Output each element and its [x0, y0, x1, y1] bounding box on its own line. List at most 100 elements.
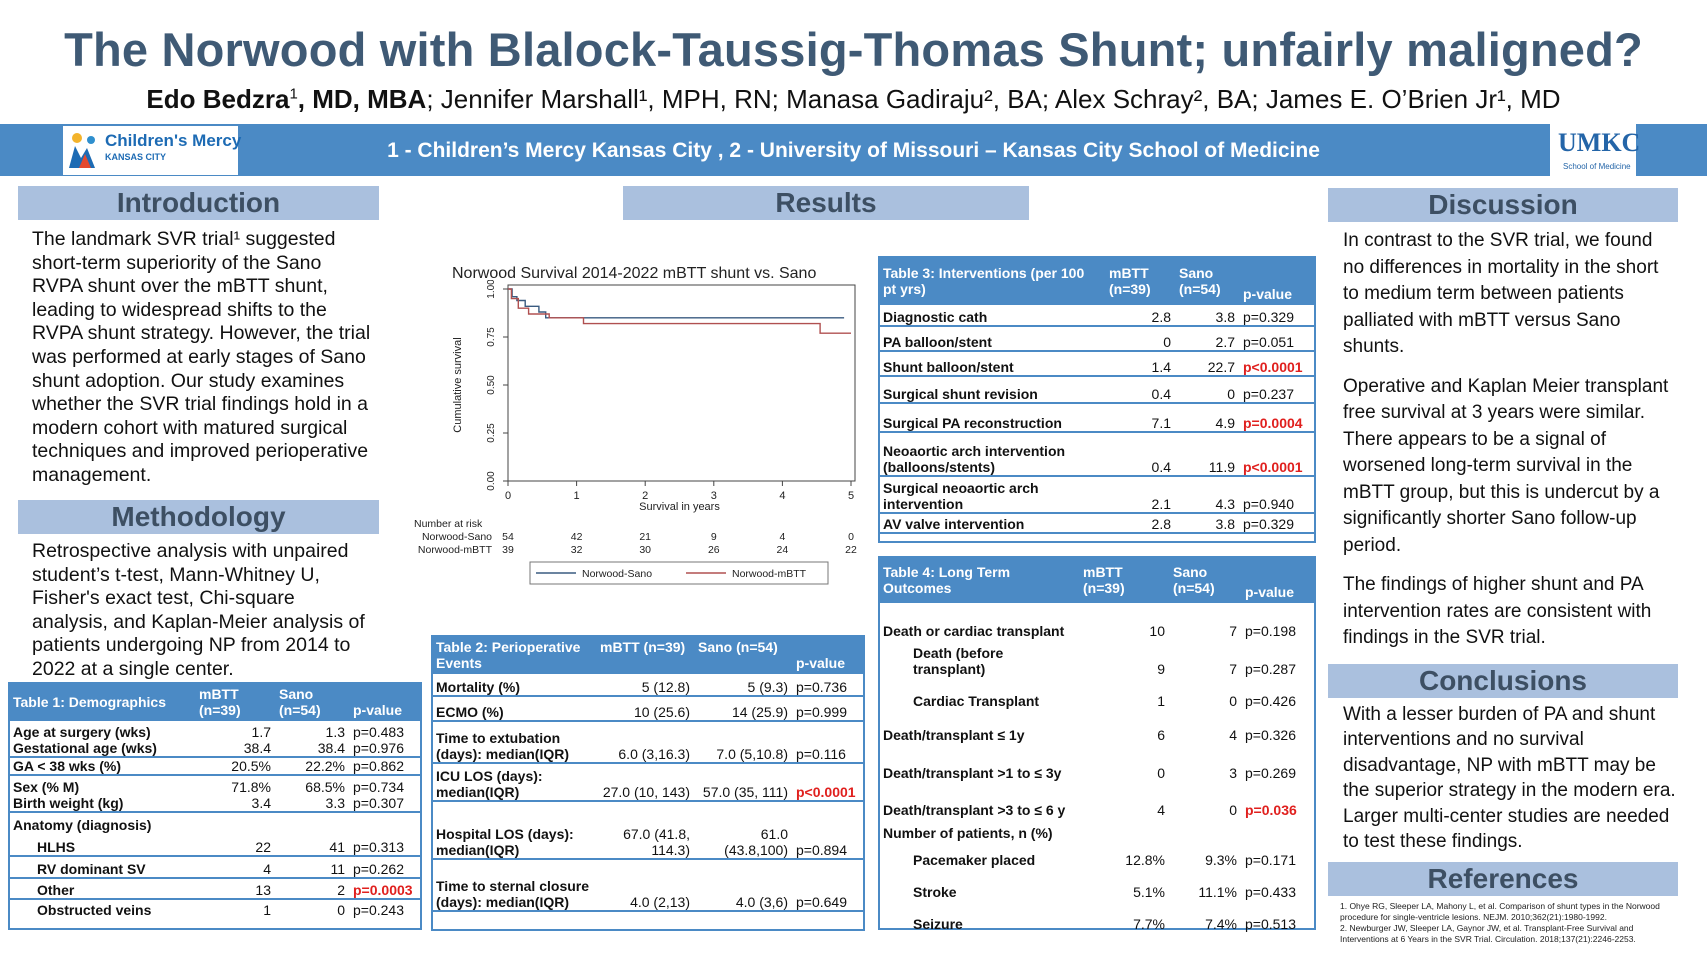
coauthors: ; Jennifer Marshall¹, MPH, RN; Manasa Ga…: [426, 84, 1561, 114]
row-label: Time to extubation (days): median(IQR): [432, 721, 596, 764]
sano-value: 3.3: [275, 795, 349, 813]
row-label: Surgical shunt revision: [879, 376, 1105, 404]
mbtt-value: 10: [1149, 623, 1165, 639]
sano-value: 4: [1229, 727, 1237, 743]
p-value: p=0.329: [1239, 305, 1315, 327]
table-row: Mortality (%) 5 (12.8) 5 (9.3) p=0.736: [432, 674, 864, 697]
sano-value: 0: [1229, 802, 1237, 818]
row-label: AV valve intervention: [879, 513, 1105, 534]
p-value: p=0.649: [792, 859, 864, 912]
affiliations: 1 - Children’s Mercy Kansas City , 2 - U…: [387, 139, 1320, 162]
table4-col-sano: Sano (n=54): [1169, 557, 1241, 603]
sano-value: 22.2%: [275, 757, 349, 776]
mbtt-value: 22: [195, 833, 275, 857]
references-list: 1. Ohye RG, Sleeper LA, Mahony L, et al.…: [1340, 901, 1675, 945]
sano-value: 0: [1229, 693, 1237, 709]
p-value: p=0.116: [792, 721, 864, 764]
x-tick-label: 1: [574, 490, 580, 502]
mbtt-value: 5.1%: [1133, 884, 1165, 900]
risk-count: 22: [845, 544, 857, 556]
table3-col-pvalue: p-value: [1239, 257, 1315, 305]
x-tick-label: 4: [779, 490, 785, 502]
table-row: Anatomy (diagnosis): [9, 812, 421, 833]
mbtt-value: 6: [1157, 727, 1165, 743]
table-row: Surgical neoaortic arch intervention 2.1 4…: [879, 476, 1315, 514]
row-label: Surgical neoaortic arch intervention: [879, 476, 1105, 514]
sano-value: 14 (25.9): [694, 696, 792, 722]
childrens-mercy-logo: Children's Mercy KANSAS CITY: [63, 126, 242, 175]
discussion-paragraph-3: The findings of higher shunt and PA inte…: [1343, 574, 1652, 648]
sano-value: 38.4: [275, 740, 349, 758]
mbtt-value: 9: [1157, 661, 1165, 677]
mbtt-value: 2.8: [1105, 305, 1175, 327]
p-value: p=0.433: [1245, 884, 1296, 900]
mbtt-value: 6.0 (3,16.3): [596, 721, 694, 764]
risk-count: 32: [571, 544, 583, 556]
lead-author-degrees: , MD, MBA: [297, 84, 427, 114]
reference-2: 2. Newburger JW, Sleeper LA, Gaynor JW, …: [1340, 923, 1636, 944]
p-value: p=0.171: [1245, 852, 1296, 868]
mbtt-value: 5 (12.8): [596, 674, 694, 697]
y-tick-label: 1.00: [486, 280, 497, 299]
discussion-paragraph-2: Operative and Kaplan Meier transplant fr…: [1343, 375, 1669, 556]
row-label: GA < 38 wks (%): [9, 757, 195, 776]
sano-value: 4.9: [1175, 403, 1239, 433]
sano-value: 4.3: [1175, 476, 1239, 514]
sano-value: 5 (9.3): [694, 674, 792, 697]
table4-col-pvalue: p-value: [1241, 557, 1315, 603]
table-row: Number of patients, n (%): [879, 818, 1315, 841]
p-value: p=0.243: [353, 902, 404, 918]
references-heading: References: [1328, 862, 1678, 896]
km-survival-chart: 0.00 0.25 0.50 0.75 1.00 0 1 2 3 4 5 Survival in ye…: [414, 280, 857, 585]
legend-label: Norwood-Sano: [582, 568, 652, 580]
mbtt-value: 38.4: [195, 740, 275, 758]
mbtt-value: 10 (25.6): [596, 696, 694, 722]
risk-count: 30: [639, 544, 651, 556]
p-value: [1241, 818, 1315, 841]
p-value: p=0.894: [792, 801, 864, 860]
p-value: p=0.307: [349, 795, 421, 813]
sano-value: 7.0 (5,10.8): [694, 721, 792, 764]
lead-author: Edo Bedzra: [146, 84, 290, 114]
p-value: p=0.513: [1245, 916, 1296, 932]
table-row: Time to sternal closure (days): median(I…: [432, 859, 864, 912]
row-label: ICU LOS (days): median(IQR): [432, 763, 596, 802]
p-value: p=0.426: [1245, 693, 1296, 709]
table-row: Death/transplant ≤ 1y 6 4 p=0.326: [879, 709, 1315, 743]
childrens-mercy-name: Children's Mercy: [105, 131, 242, 150]
p-value: p=0.0004: [1239, 403, 1315, 433]
mbtt-value: 0.4: [1105, 376, 1175, 404]
p-value: p<0.0001: [792, 763, 864, 802]
table1-title: Table 1: Demographics: [9, 683, 195, 721]
sano-value: 0: [1175, 376, 1239, 404]
table-row: Age at surgery (wks) 1.7 1.3 p=0.483: [9, 721, 421, 740]
sano-value: 61.0 (43.8,100): [694, 801, 792, 860]
p-value: p=0.262: [349, 856, 421, 879]
row-label: Other: [9, 878, 195, 900]
sano-value: 7: [1229, 623, 1237, 639]
table-row: Neoaortic arch intervention (balloons/st…: [879, 432, 1315, 477]
row-label: RV dominant SV: [9, 856, 195, 879]
row-label: Time to sternal closure (days): median(I…: [432, 859, 596, 912]
mbtt-value: 4: [195, 856, 275, 879]
y-tick-label: 0.50: [486, 375, 497, 395]
poster-title: The Norwood with Blalock-Taussig-Thomas …: [64, 23, 1643, 76]
row-label: Hospital LOS (days): median(IQR): [432, 801, 596, 860]
table-row: Cardiac Transplant 1 0 p=0.426: [879, 677, 1315, 709]
table-row: HLHS 22 41 p=0.313: [9, 833, 421, 857]
sano-value: 57.0 (35, 111): [694, 763, 792, 802]
table-row: Shunt balloon/stent 1.4 22.7 p<0.0001: [879, 351, 1315, 377]
table-row: Surgical shunt revision 0.4 0 p=0.237: [879, 376, 1315, 404]
risk-count: 0: [848, 531, 854, 543]
mbtt-value: 67.0 (41.8, 114.3): [596, 801, 694, 860]
p-value: p<0.0001: [1239, 351, 1315, 377]
y-tick-label: 0.00: [486, 471, 497, 491]
mbtt-value: 27.0 (10, 143): [596, 763, 694, 802]
risk-count: 24: [777, 544, 789, 556]
x-tick-label: 3: [711, 490, 717, 502]
p-value: p=0.0003: [349, 878, 421, 900]
risk-count: 21: [639, 531, 651, 543]
x-axis-label: Survival in years: [639, 501, 720, 513]
sano-value: 3.8: [1175, 513, 1239, 534]
table2-col-mbtt: mBTT (n=39): [596, 636, 694, 674]
